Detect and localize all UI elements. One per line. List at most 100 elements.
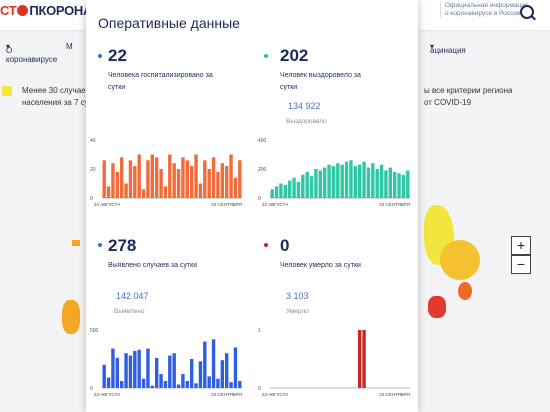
site-nav: О коронавирусе ▾ М ацинация ▾ [0, 38, 550, 64]
map-region[interactable] [62, 300, 80, 334]
nav-about-label: О коронавирусе [6, 46, 58, 64]
chart-bar [168, 154, 172, 198]
zoom-out-button[interactable]: − [511, 255, 531, 274]
chart-bar [220, 163, 225, 198]
chart-bar [362, 330, 366, 388]
chart-bar [176, 384, 181, 388]
chart-bar [137, 154, 141, 198]
y-tick-label: 500 [90, 328, 99, 334]
chart-bar [362, 161, 366, 198]
chart-bar [233, 347, 238, 388]
chart-bar [314, 169, 318, 198]
chart-bar [163, 381, 168, 388]
legend-text-right: ы все критерии региона от COVID-19 [424, 86, 513, 107]
search-icon[interactable] [520, 5, 534, 19]
map-region[interactable] [458, 282, 472, 300]
chart-bar [141, 378, 146, 388]
chart-bar [150, 154, 155, 198]
chart-bar [102, 364, 106, 388]
chart-bar [216, 378, 220, 388]
chart-bar [128, 355, 133, 388]
y-tick-label: 20 [90, 167, 96, 173]
chart-bar [296, 182, 301, 198]
x-tick-label: 23 АВГУСТА [262, 202, 288, 207]
x-tick-label: 23 АВГУСТА [262, 392, 288, 397]
chart-bar [159, 169, 163, 198]
x-tick-label: 22 СЕНТЯБРЯ [211, 392, 242, 397]
chart-bar [366, 167, 371, 198]
chart-bar [181, 157, 185, 198]
chart-bar [357, 164, 362, 198]
chart-bar [146, 160, 150, 198]
nav-item-fragment[interactable]: М [66, 42, 73, 51]
chart-bar [309, 176, 314, 198]
chart-bar [318, 170, 323, 198]
x-tick-label: 23 АВГУСТА [94, 392, 120, 397]
chart-bar [349, 160, 353, 198]
chart-bar [119, 157, 124, 198]
status-dot-icon [98, 243, 102, 247]
deaths-chart: 1 023 АВГУСТА 22 СЕНТЯБРЯ [258, 328, 410, 397]
official-info-text: Официальная информация о коронавирусе в … [440, 2, 533, 18]
hospitalized-value: 22 [108, 46, 127, 65]
chart-bar [124, 353, 128, 388]
chart-bar [176, 169, 181, 198]
chart-bar [181, 374, 185, 388]
chart-bar [224, 166, 229, 198]
y-tick-label: 0 [258, 196, 261, 202]
chart-bar [233, 177, 238, 198]
recovered-chart: 400 200 023 АВГУСТА 22 СЕНТЯБРЯ [258, 138, 410, 207]
chart-bar [168, 355, 172, 388]
chart-bar [111, 348, 115, 388]
nav-vaccination-label: ацинация [430, 46, 466, 55]
chart-bar [159, 374, 163, 388]
chart-bar [163, 186, 168, 198]
y-tick-label: 1 [258, 328, 261, 334]
chart-bar [106, 186, 111, 198]
deaths-total: 3 103 [286, 291, 309, 301]
y-tick-label: 0 [90, 196, 93, 202]
chart-bar [229, 154, 233, 198]
chart-bar [211, 339, 216, 388]
logo-text-left: СТ [0, 3, 17, 18]
chart-bar [379, 164, 384, 198]
chart-bar [172, 353, 176, 388]
detected-total-label: Выявлено [114, 308, 145, 315]
map-region[interactable] [72, 240, 80, 246]
detected-value: 278 [108, 236, 137, 255]
chart-bar [189, 359, 194, 388]
chart-bar [150, 385, 155, 388]
map-region[interactable] [428, 296, 446, 318]
chart-bar [115, 357, 120, 388]
chart-bar [388, 167, 393, 198]
chart-bar [154, 157, 159, 198]
chart-bar [128, 160, 133, 198]
chart-bar [224, 353, 229, 388]
nav-about-link[interactable]: О коронавирусе ▾ [6, 42, 58, 64]
hospitalized-label: Человека госпитализировано за сутки [108, 72, 213, 91]
zoom-in-button[interactable]: + [511, 236, 531, 255]
chart-bar [283, 184, 288, 198]
chart-bar [172, 163, 176, 198]
chart-bar [102, 160, 106, 198]
chart-bar [401, 174, 406, 198]
chart-bar [301, 174, 305, 198]
recovered-total: 134 922 [288, 101, 321, 111]
map-region[interactable] [440, 240, 480, 280]
nav-vaccination-link[interactable]: ацинация ▾ [430, 42, 466, 55]
chart-bar [194, 154, 198, 198]
chart-bar [287, 180, 292, 198]
x-tick-label: 22 СЕНТЯБРЯ [379, 392, 410, 397]
chart-bar [211, 157, 216, 198]
chart-bar [111, 163, 115, 198]
status-dot-icon [264, 54, 268, 58]
chart-bar [106, 377, 111, 388]
chart-bar [353, 166, 358, 198]
chart-bar [124, 183, 128, 198]
chart-bar [279, 183, 283, 198]
y-tick-label: 0 [258, 386, 261, 392]
chart-bar [220, 360, 225, 388]
chart-bar [357, 330, 362, 388]
recovered-value: 202 [280, 46, 309, 65]
chart-bar [203, 341, 207, 388]
